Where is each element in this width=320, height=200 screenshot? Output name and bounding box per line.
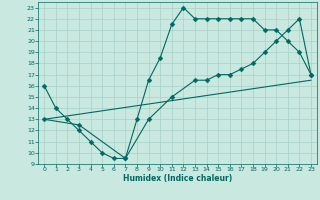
X-axis label: Humidex (Indice chaleur): Humidex (Indice chaleur) [123, 174, 232, 183]
